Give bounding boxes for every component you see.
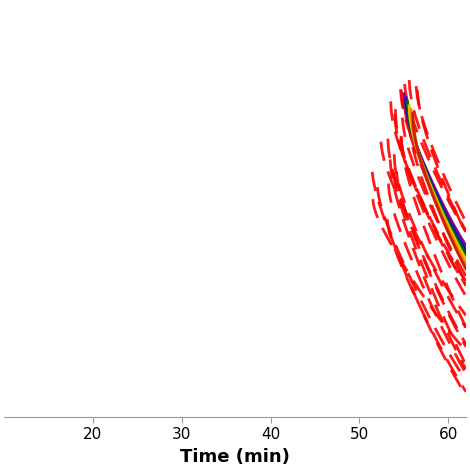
X-axis label: Time (min): Time (min) bbox=[180, 448, 290, 466]
